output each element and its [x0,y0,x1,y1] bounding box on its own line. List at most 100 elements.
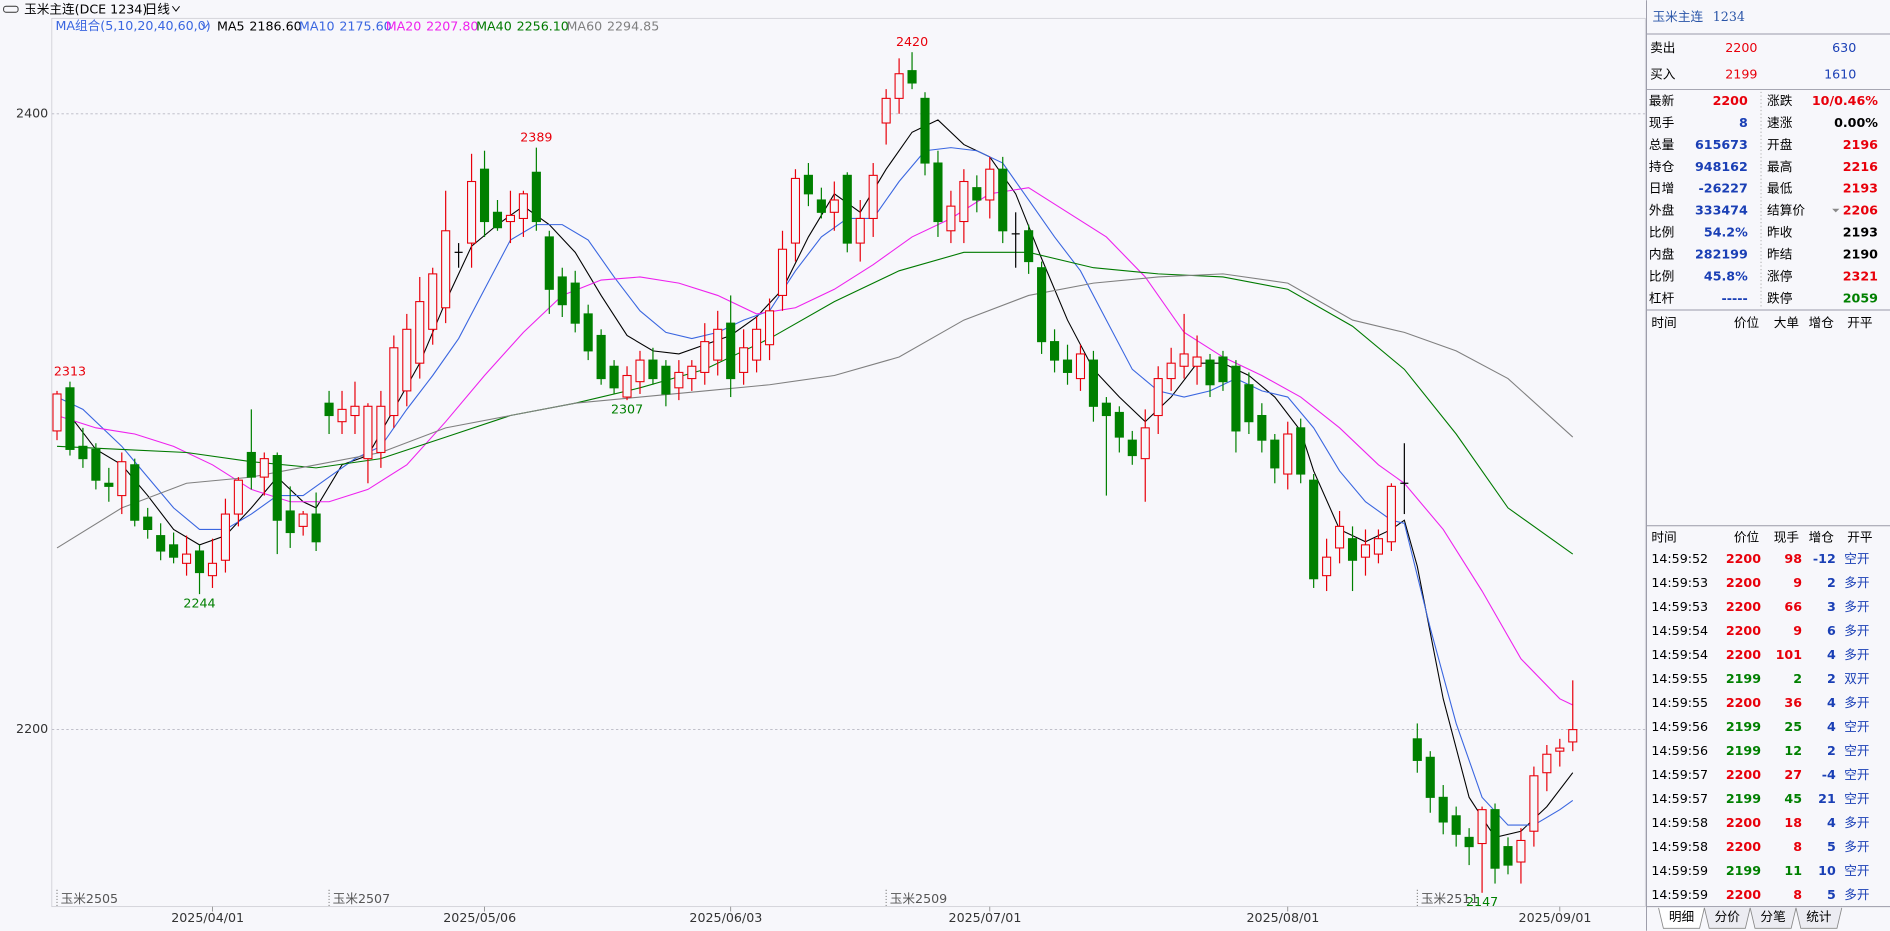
candle-body [868,174,878,220]
quote-price: 2200 [1725,40,1757,55]
candle-body [1516,839,1526,863]
stat-label: 昨结 [1767,247,1792,262]
icon[interactable] [3,5,19,13]
candle-body [363,405,373,460]
column-header: 开平 [1847,315,1872,330]
tab[interactable] [1703,907,1751,929]
x-tick-label: 2025/04/01 [171,910,244,925]
stat-label: 结算价 [1767,203,1805,218]
candle-body [1347,538,1358,561]
column-header: 时间 [1651,529,1676,544]
tick-cell: 空开 [1844,551,1869,566]
stat-label: 开盘 [1767,137,1793,152]
candle-body [570,282,580,324]
candle-body [1205,359,1215,386]
candle-body [169,544,179,558]
tick-cell: 2199 [1726,863,1761,878]
candle-body [829,199,839,213]
column-header: 大单 [1774,315,1799,330]
stat-label: 昨收 [1767,225,1793,240]
tick-cell: 14:59:54 [1651,623,1708,638]
candle-body [402,328,412,392]
stat-label: 外盘 [1649,203,1675,218]
stat-value: ----- [1722,290,1748,305]
stat-value: 2200 [1713,93,1748,108]
quote-name: 玉米主连 [1653,9,1704,24]
tab[interactable] [1795,907,1843,929]
stat-label: 持仓 [1649,159,1675,174]
candle-body [557,276,567,306]
candle-body [764,310,775,346]
symbol[interactable]: 玉米主连(DCE 1234) [24,1,147,16]
tick-cell: 14:59:58 [1651,815,1708,830]
contract-label: 玉米2509 [890,891,947,906]
tick-cell: 2199 [1726,791,1761,806]
ma-selector[interactable]: MA组合(5,10,20,40,60,0) [55,18,210,33]
tab[interactable] [1658,907,1705,929]
candle-body [492,211,503,229]
tab-label[interactable]: 分笔 [1760,909,1785,924]
tick-cell: 14:59:59 [1651,863,1708,878]
quote-volume: 1610 [1824,66,1856,81]
ma-value: 2294.85 [607,18,659,33]
x-tick-label: 2025/05/06 [443,910,516,925]
stat-value: 615673 [1695,137,1748,152]
candle-body [1503,846,1513,866]
ma-line [56,251,1574,555]
period[interactable]: 日线 [145,1,171,16]
candle-body [972,187,982,201]
stat-value: 10/0.46% [1812,93,1878,108]
candle-body [1270,439,1280,469]
candle-body [609,365,619,389]
tick-cell: 14:59:57 [1651,791,1708,806]
candle-body [1309,479,1319,580]
candle-body [1075,353,1086,380]
candle-body [1529,775,1539,832]
contract-label: 玉米2511 [1421,891,1478,906]
stat-value: 0.00% [1834,115,1878,130]
quote-code: 1234 [1713,9,1745,24]
tick-cell: 98 [1784,551,1802,566]
ma-value: 2207.80 [426,18,478,33]
quote-title: 玉米主连 1234 [1653,9,1745,24]
candle-body [881,97,891,124]
ma-line [56,273,1574,549]
contract-label: 玉米2505 [61,891,118,906]
candle-body [182,553,192,564]
tab-label[interactable]: 明细 [1669,909,1694,924]
candle-body [596,334,606,380]
tab-label[interactable]: 分价 [1715,909,1741,924]
ma-legend: MA20 2207.80 [386,18,479,33]
tick-cell: 4 [1827,719,1836,734]
tick-cell: 空开 [1844,743,1869,758]
chart-header: 玉米主连(DCE 1234) 日线 MA组合(5,10,20,40,60,0) [3,1,211,33]
dropdown-arrow [171,5,180,12]
tick-cell: 4 [1827,815,1836,830]
high-label: 2389 [520,129,552,144]
stat-label: 跌停 [1767,290,1792,305]
candle-body [648,359,658,380]
tick-cell: 45 [1784,791,1802,806]
column-header: 现手 [1774,529,1800,544]
candle-body [1386,485,1396,543]
tick-cell: 空开 [1844,863,1869,878]
candle-body [1296,427,1306,475]
stat-label: 最新 [1649,93,1675,108]
tick-cell: 18 [1784,815,1802,830]
candle-body [298,513,308,527]
tick-cell: 空开 [1844,791,1869,806]
tick-cell: -4 [1822,767,1836,782]
tick-cell: 多开 [1844,839,1869,854]
stat-value: 2059 [1843,290,1878,305]
tick-cell: 14:59:58 [1651,839,1708,854]
ma-legend: MA5 2186.60 [217,18,302,33]
tab[interactable] [1749,907,1797,929]
candle-body [777,248,788,296]
tick-cell: 27 [1784,767,1802,782]
tick-cell: 9 [1793,623,1802,638]
candle-body [1101,402,1111,417]
tab-label[interactable]: 统计 [1806,909,1832,924]
tick-cell: 66 [1784,599,1802,614]
candle-body [1062,359,1073,373]
tick-cell: 2200 [1726,767,1761,782]
